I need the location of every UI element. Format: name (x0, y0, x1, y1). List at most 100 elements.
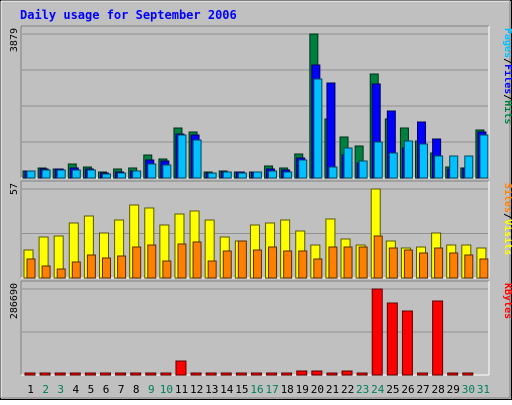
sites-bar (373, 235, 383, 279)
pages-bar (268, 170, 278, 179)
x-tick-label: 21 (326, 383, 339, 396)
sites-bar (464, 254, 474, 279)
chart-title: Daily usage for September 2006 (20, 8, 237, 22)
kbytes-bar (311, 370, 323, 376)
pages-bar (403, 140, 413, 179)
pages-bar (132, 170, 142, 179)
x-tick-label: 8 (133, 383, 140, 396)
sites-bar (449, 252, 459, 279)
kbytes-bar (281, 372, 293, 376)
kbytes-ymax-label: 286690 (9, 283, 20, 319)
sites-bar (222, 250, 232, 279)
kbytes-bar (417, 372, 429, 376)
x-tick-label: 12 (190, 383, 203, 396)
pages-bar (252, 171, 262, 179)
kbytes-bar (205, 372, 217, 376)
sites-bar (419, 252, 429, 279)
pages-bar (101, 173, 111, 179)
series-sites (26, 235, 489, 279)
pages-bar (313, 78, 323, 179)
x-tick-label: 4 (73, 383, 80, 396)
sites-bar (101, 257, 111, 279)
pages-bar (56, 169, 66, 179)
pages-bar (373, 141, 383, 179)
kbytes-legend: KBytes (502, 283, 512, 319)
sites-bar (41, 265, 51, 279)
sites-bar (328, 246, 338, 279)
pages-bar (328, 166, 338, 179)
x-tick-label: 9 (148, 383, 155, 396)
kbytes-bar (160, 372, 172, 376)
legend-separator: / (502, 213, 512, 219)
pages-bar (162, 164, 172, 179)
x-tick-label: 13 (205, 383, 218, 396)
pages-bar (207, 172, 217, 179)
kbytes-bar (296, 370, 308, 376)
kbytes-bar (386, 302, 398, 376)
hits-legend: Pages/Files/Hits (502, 28, 512, 124)
x-tick-label: 16 (250, 383, 263, 396)
hits-ymax-label: 3879 (9, 28, 20, 52)
x-tick-label: 29 (447, 383, 460, 396)
legend-separator: / (502, 94, 512, 100)
kbytes-bar (54, 372, 66, 376)
pages-bar (464, 155, 474, 179)
x-tick-label: 3 (57, 383, 64, 396)
kbytes-bar (115, 372, 127, 376)
kbytes-bar (462, 372, 474, 376)
kbytes-bar (356, 372, 368, 376)
sites-bar (26, 258, 36, 279)
kbytes-bar (447, 372, 459, 376)
x-tick-label: 23 (356, 383, 369, 396)
sites-bar (298, 250, 308, 279)
x-tick-label: 24 (371, 383, 385, 396)
x-tick-label: 18 (281, 383, 294, 396)
sites-bar (479, 258, 489, 279)
x-tick-label: 20 (311, 383, 324, 396)
kbytes-bar (266, 372, 278, 376)
kbytes-plot-area (21, 281, 489, 375)
pages-bar (222, 171, 232, 179)
x-tick-label: 7 (118, 383, 125, 396)
kbytes-bar (69, 372, 81, 376)
sites-bar (268, 246, 278, 279)
legend-item-sites: Sites (502, 183, 512, 213)
sites-bar (283, 250, 293, 279)
x-tick-label: 26 (401, 383, 414, 396)
kbytes-bar (220, 372, 232, 376)
pages-bar (434, 155, 444, 179)
legend-item-files: Files (502, 64, 512, 94)
kbytes-bar (99, 372, 111, 376)
kbytes-bar (190, 372, 202, 376)
x-tick-label: 11 (175, 383, 188, 396)
sites-bar (56, 268, 66, 279)
series-pages (26, 78, 489, 179)
pages-bar (117, 172, 127, 179)
x-tick-label: 14 (220, 383, 234, 396)
x-tick-label: 19 (296, 383, 309, 396)
pages-bar (388, 152, 398, 179)
sites-bar (117, 255, 127, 279)
pages-bar (449, 155, 459, 179)
sites-bar (147, 244, 157, 279)
legend-separator: / (502, 58, 512, 64)
x-tick-label: 28 (432, 383, 445, 396)
x-tick-label: 22 (341, 383, 354, 396)
sites-bar (358, 246, 368, 279)
sites-bar (388, 247, 398, 279)
files-bar (326, 82, 336, 179)
pages-bar (237, 172, 247, 179)
kbytes-bar (130, 372, 142, 376)
pages-bar (343, 147, 353, 179)
kbytes-bar (175, 360, 187, 376)
sites-bar (207, 260, 217, 279)
sites-bar (162, 260, 172, 279)
kbytes-bar (145, 372, 157, 376)
sites-bar (132, 246, 142, 279)
pages-bar (283, 171, 293, 179)
kbytes-bar (371, 288, 383, 376)
kbytes-bar (341, 370, 353, 376)
pages-bar (358, 160, 368, 179)
